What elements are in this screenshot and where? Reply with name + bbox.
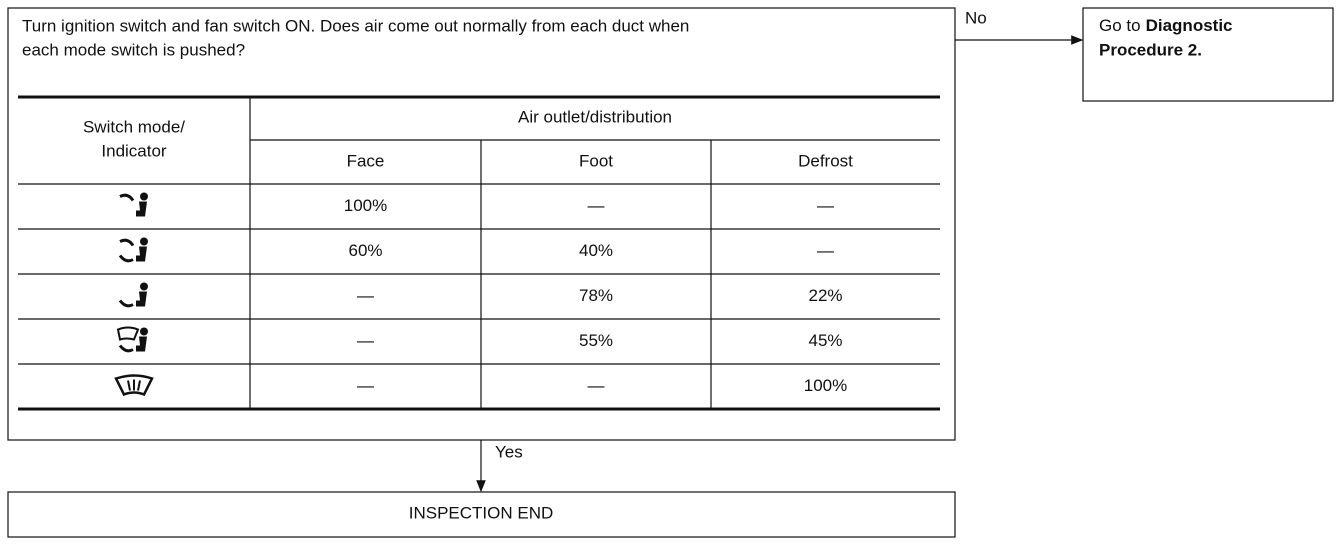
column-header: Defrost [798, 151, 853, 170]
mode-icon [119, 192, 148, 217]
icon-part [136, 246, 147, 262]
icon-part [136, 201, 147, 217]
question-line: each mode switch is pushed? [22, 40, 245, 59]
mode-header: Indicator [101, 141, 167, 160]
no-box-prefix: Go to [1099, 16, 1141, 35]
cell: — [817, 241, 834, 260]
cell: — [588, 376, 605, 395]
cell: 78% [579, 286, 613, 305]
icon-part [119, 193, 135, 202]
question-line: Turn ignition switch and fan switch ON. … [22, 16, 689, 35]
icon-part [127, 379, 141, 391]
icon-part [118, 254, 134, 263]
column-header: Face [347, 151, 385, 170]
mode-icon [118, 282, 148, 308]
icon-part [140, 282, 148, 291]
icon-part [119, 238, 135, 247]
cell: — [357, 376, 374, 395]
cell: — [357, 286, 374, 305]
cell: 40% [579, 241, 613, 260]
group-header: Air outlet/distribution [518, 107, 672, 126]
no-box [1082, 7, 1334, 102]
cell: 100% [344, 196, 387, 215]
icon-part [136, 336, 147, 352]
yes-label: Yes [495, 442, 523, 461]
mode-header: Switch mode/ [83, 117, 185, 136]
icon-part [140, 192, 148, 201]
end-box [7, 491, 956, 538]
cell: — [357, 331, 374, 350]
column-header: Foot [579, 151, 613, 170]
cell: 45% [808, 331, 842, 350]
no-box-text: Go to Diagnostic [1099, 16, 1233, 35]
mode-icon [114, 374, 154, 397]
icon-part [118, 344, 134, 353]
icon-part [116, 326, 140, 341]
end-box-text: INSPECTION END [409, 503, 554, 522]
cell: 22% [808, 286, 842, 305]
mode-icon [118, 237, 148, 263]
icon-part [140, 237, 148, 246]
cell: — [588, 196, 605, 215]
cell: 55% [579, 331, 613, 350]
no-box-bold: Diagnostic [1146, 16, 1233, 35]
icon-part [118, 299, 134, 308]
cell: 100% [804, 376, 847, 395]
mode-icon [116, 326, 148, 353]
cell: — [817, 196, 834, 215]
cell: 60% [348, 241, 382, 260]
icon-part [140, 327, 148, 336]
icon-part [114, 374, 154, 397]
distribution-table: Switch mode/Indicator Air outlet/distribu… [18, 95, 940, 411]
icon-part [136, 291, 147, 307]
no-box-bold: Procedure 2. [1099, 40, 1202, 59]
no-label: No [965, 8, 987, 27]
